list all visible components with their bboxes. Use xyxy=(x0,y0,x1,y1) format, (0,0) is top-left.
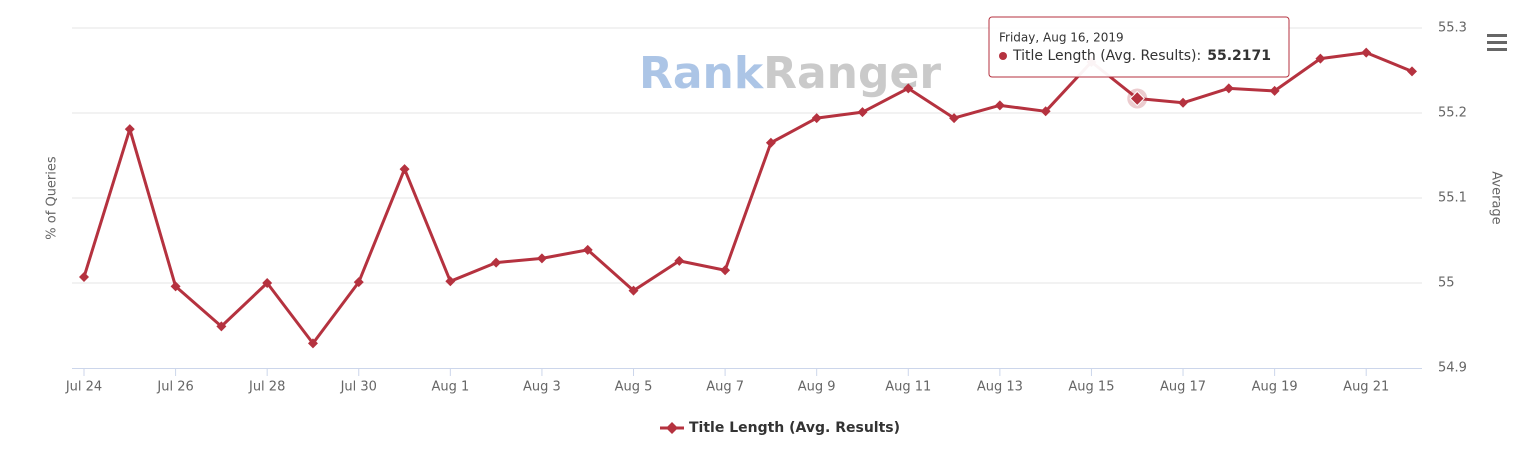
x-tick-label: Jul 26 xyxy=(156,380,193,395)
point xyxy=(307,338,318,349)
y-axis-title: % of Queries xyxy=(45,156,60,240)
x-tick-label: Aug 13 xyxy=(977,380,1023,395)
point xyxy=(445,276,456,287)
tooltip-label: Title Length (Avg. Results): xyxy=(1012,48,1201,64)
x-tick-label: Aug 9 xyxy=(798,380,836,395)
tooltip-marker xyxy=(999,52,1007,60)
point xyxy=(1315,53,1326,64)
menu-button[interactable] xyxy=(1487,34,1507,51)
tooltip-value: 55.2171 xyxy=(1207,48,1271,64)
y2-tick-label: 55.1 xyxy=(1438,191,1467,206)
point xyxy=(491,257,502,268)
series-line xyxy=(82,51,1413,345)
point xyxy=(536,253,547,264)
y2-tick-label: 55.3 xyxy=(1438,21,1467,36)
x-tick-label: Aug 7 xyxy=(706,380,744,395)
tooltip-title: Friday, Aug 16, 2019 xyxy=(999,31,1124,45)
point xyxy=(1361,47,1372,58)
point xyxy=(674,255,685,266)
point xyxy=(720,265,731,276)
y2-tick-label: 55 xyxy=(1438,276,1455,291)
point xyxy=(582,244,593,255)
watermark: RankRanger xyxy=(639,48,941,99)
x-tick-label: Aug 19 xyxy=(1252,380,1298,395)
legend-label: Title Length (Avg. Results) xyxy=(689,420,900,436)
point xyxy=(170,281,181,292)
point xyxy=(353,277,364,288)
point xyxy=(1178,97,1189,108)
legend-marker xyxy=(666,422,678,434)
x-tick-label: Aug 3 xyxy=(523,380,561,395)
x-tick-label: Jul 24 xyxy=(65,380,102,395)
x-tick-label: Aug 17 xyxy=(1160,380,1206,395)
x-tick-label: Aug 11 xyxy=(885,380,931,395)
point xyxy=(1040,106,1051,117)
point xyxy=(765,137,776,148)
x-tick-label: Aug 15 xyxy=(1068,380,1114,395)
point xyxy=(79,272,89,283)
point xyxy=(1407,66,1417,77)
menu-bar xyxy=(1487,41,1507,44)
x-tick-label: Jul 30 xyxy=(340,380,377,395)
tooltip-box xyxy=(988,16,1290,78)
x-tick-label: Jul 28 xyxy=(248,380,285,395)
point xyxy=(903,83,914,94)
point xyxy=(811,113,822,124)
point xyxy=(124,124,135,135)
y2-axis-title: Average xyxy=(1489,171,1504,224)
point xyxy=(628,285,639,296)
x-tick-label: Aug 21 xyxy=(1343,380,1389,395)
watermark-part: Rank xyxy=(639,48,765,99)
point xyxy=(216,321,227,332)
tooltip: Friday, Aug 16, 2019 Title Length (Avg. … xyxy=(988,16,1290,78)
menu-bar xyxy=(1487,48,1507,51)
point xyxy=(949,113,960,124)
y2-tick-label: 55.2 xyxy=(1438,106,1467,121)
legend[interactable]: Title Length (Avg. Results) xyxy=(660,420,900,436)
x-tick-label: Aug 1 xyxy=(431,380,469,395)
point xyxy=(262,278,273,288)
point xyxy=(1129,90,1145,107)
menu-bar xyxy=(1487,34,1507,37)
point xyxy=(1223,83,1234,94)
point xyxy=(399,164,410,175)
point xyxy=(994,100,1005,111)
point xyxy=(857,107,868,118)
tooltip-text: Title Length (Avg. Results): 55.2171 xyxy=(1012,48,1271,64)
y2-tick-label: 54.9 xyxy=(1438,361,1467,376)
x-tick-label: Aug 5 xyxy=(615,380,653,395)
point xyxy=(1269,85,1280,96)
